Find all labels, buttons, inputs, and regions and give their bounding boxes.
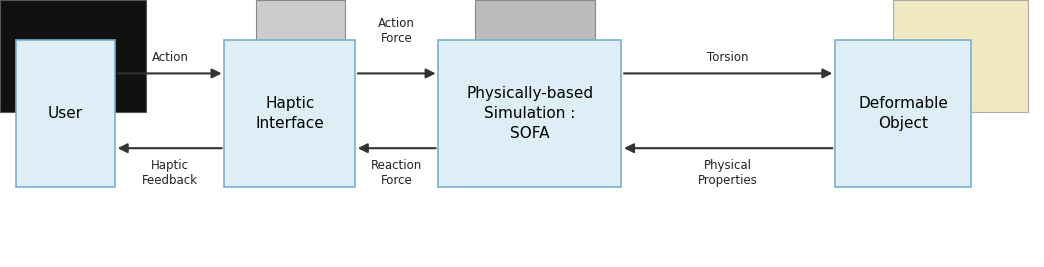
Text: Physical
Properties: Physical Properties xyxy=(697,159,758,187)
FancyBboxPatch shape xyxy=(224,40,355,187)
Text: Deformable
Object: Deformable Object xyxy=(858,96,948,131)
Text: Action: Action xyxy=(151,51,189,64)
FancyBboxPatch shape xyxy=(835,40,971,187)
FancyBboxPatch shape xyxy=(475,0,595,112)
Text: Action
Force: Action Force xyxy=(378,17,416,45)
FancyBboxPatch shape xyxy=(438,40,621,187)
Text: User: User xyxy=(48,106,82,121)
Text: Haptic
Interface: Haptic Interface xyxy=(256,96,324,131)
Text: Physically-based
Simulation :
SOFA: Physically-based Simulation : SOFA xyxy=(467,86,593,141)
FancyBboxPatch shape xyxy=(0,0,146,112)
Text: Reaction
Force: Reaction Force xyxy=(371,159,423,187)
FancyBboxPatch shape xyxy=(16,40,115,187)
FancyBboxPatch shape xyxy=(256,0,345,112)
Text: Torsion: Torsion xyxy=(707,51,749,64)
Text: Haptic
Feedback: Haptic Feedback xyxy=(142,159,198,187)
FancyBboxPatch shape xyxy=(893,0,1028,112)
